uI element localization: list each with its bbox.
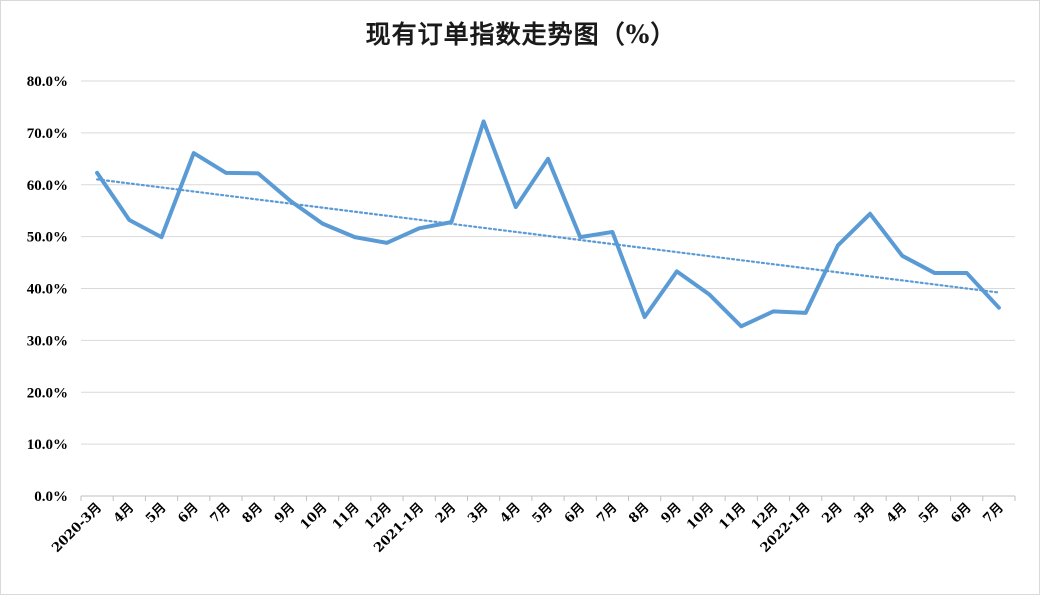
trendline-line: [96, 178, 1000, 294]
x-tick-label: 10月: [684, 500, 717, 533]
x-tick-label: 8月: [240, 500, 266, 526]
x-tick-label: 4月: [497, 500, 523, 526]
x-tick-label: 6月: [562, 500, 588, 526]
x-tick-label: 7月: [981, 500, 1007, 526]
x-tick-label: 2020-3月: [49, 500, 105, 556]
x-tick-label: 5月: [143, 500, 169, 526]
x-tick-label: 11月: [716, 500, 749, 533]
y-tick-label: 80.0%: [27, 74, 68, 90]
x-tick-label: 4月: [884, 500, 910, 526]
y-tick-label: 70.0%: [27, 126, 68, 142]
x-tick-label: 3月: [465, 500, 491, 526]
x-tick-label: 3月: [852, 500, 878, 526]
y-tick-label: 50.0%: [27, 230, 68, 246]
chart-title: 现有订单指数走势图（%）: [365, 20, 677, 49]
y-tick-label: 40.0%: [27, 282, 68, 298]
x-tick-label: 9月: [272, 500, 298, 526]
series-line: [95, 119, 1001, 329]
x-tick-label: 7月: [594, 500, 620, 526]
y-tick-label: 20.0%: [27, 385, 68, 401]
x-tick-label: 9月: [658, 500, 684, 526]
y-tick-label: 30.0%: [27, 333, 68, 349]
x-tick-label: 10月: [298, 500, 331, 533]
y-tick-label: 10.0%: [27, 437, 68, 453]
x-tick-label: 11月: [330, 500, 363, 533]
y-tick-label: 0.0%: [34, 489, 68, 505]
x-tick-label: 5月: [530, 500, 556, 526]
x-tick-label: 6月: [948, 500, 974, 526]
x-tick-label: 4月: [111, 500, 137, 526]
x-tick-label: 2月: [819, 500, 845, 526]
y-tick-label: 60.0%: [27, 178, 68, 194]
x-tick-label: 5月: [916, 500, 942, 526]
series-line-path: [95, 119, 1001, 329]
x-tick-label: 8月: [626, 500, 652, 526]
x-tick-label: 6月: [175, 500, 201, 526]
trendline: [96, 178, 1000, 294]
x-tick-label: 2月: [433, 500, 459, 526]
x-tick-label: 7月: [208, 500, 234, 526]
gridlines: [81, 80, 1015, 497]
y-axis: 0.0% 10.0% 20.0% 30.0% 40.0% 50.0% 60.0% 70.0% 8…: [27, 74, 68, 505]
